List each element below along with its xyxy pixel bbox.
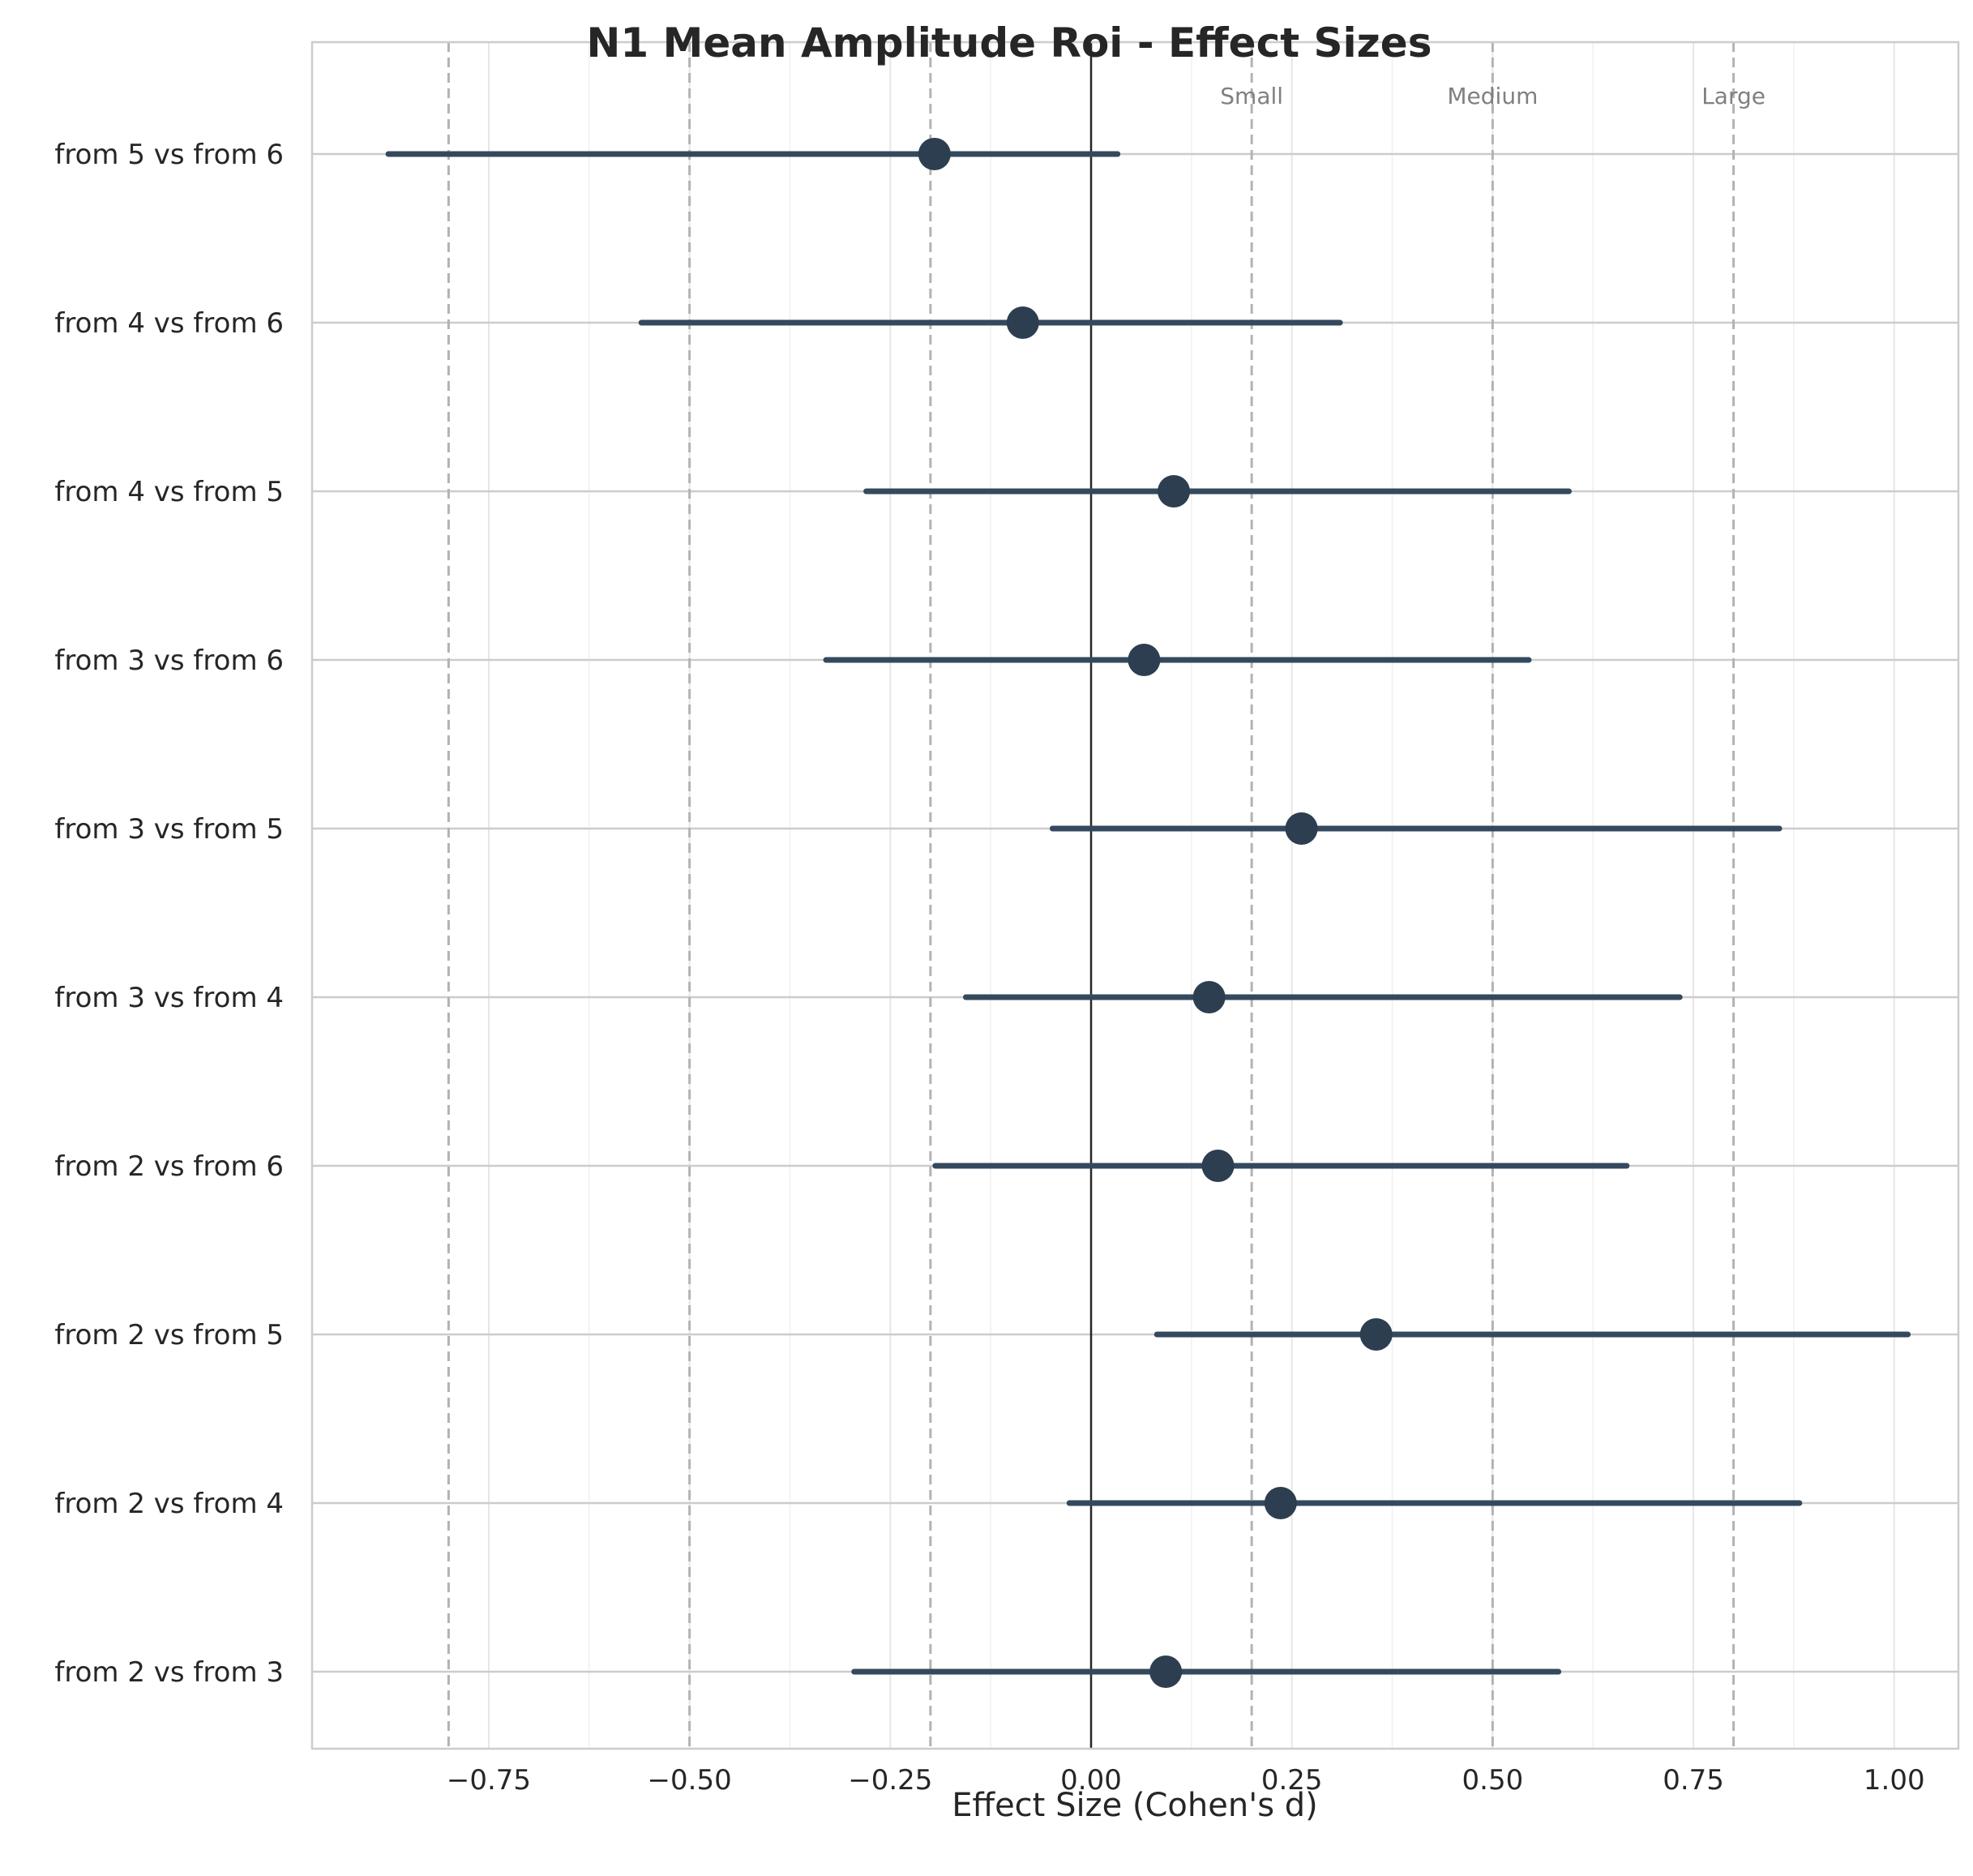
reference-line-label: Medium: [1447, 83, 1538, 109]
effect-point: [1265, 1487, 1297, 1519]
effect-point: [1149, 1655, 1182, 1688]
y-tick-label: from 2 vs from 5: [54, 1319, 284, 1351]
x-tick-label: 1.00: [1864, 1764, 1925, 1797]
y-tick-label: from 2 vs from 4: [54, 1488, 284, 1520]
y-tick-label: from 3 vs from 4: [54, 982, 284, 1014]
y-tick-label: from 3 vs from 5: [54, 813, 284, 846]
x-tick-label: 0.50: [1462, 1764, 1524, 1797]
effect-point: [1007, 306, 1039, 339]
effect-point: [1128, 644, 1160, 676]
y-tick-label: from 4 vs from 5: [54, 476, 284, 508]
effect-point: [1193, 981, 1226, 1013]
x-tick-label: −0.50: [648, 1764, 732, 1797]
x-tick-label: −0.75: [447, 1764, 531, 1797]
x-tick-label: −0.25: [848, 1764, 932, 1797]
effect-point: [1286, 812, 1318, 845]
effect-point: [1158, 475, 1190, 508]
x-axis-label: Effect Size (Cohen's d): [952, 1787, 1318, 1824]
y-tick-label: from 4 vs from 6: [54, 307, 284, 340]
y-tick-label: from 2 vs from 3: [54, 1656, 284, 1689]
effect-point: [1360, 1318, 1393, 1351]
chart-title: N1 Mean Amplitude Roi - Effect Sizes: [587, 19, 1432, 66]
reference-line-label: Large: [1701, 83, 1765, 109]
x-tick-label: 0.75: [1663, 1764, 1724, 1797]
y-tick-label: from 3 vs from 6: [54, 645, 284, 677]
y-tick-label: from 2 vs from 6: [54, 1150, 284, 1183]
reference-line-label: Small: [1220, 83, 1283, 109]
effect-point: [918, 138, 951, 170]
y-tick-label: from 5 vs from 6: [54, 139, 284, 171]
effect-point: [1202, 1150, 1235, 1182]
